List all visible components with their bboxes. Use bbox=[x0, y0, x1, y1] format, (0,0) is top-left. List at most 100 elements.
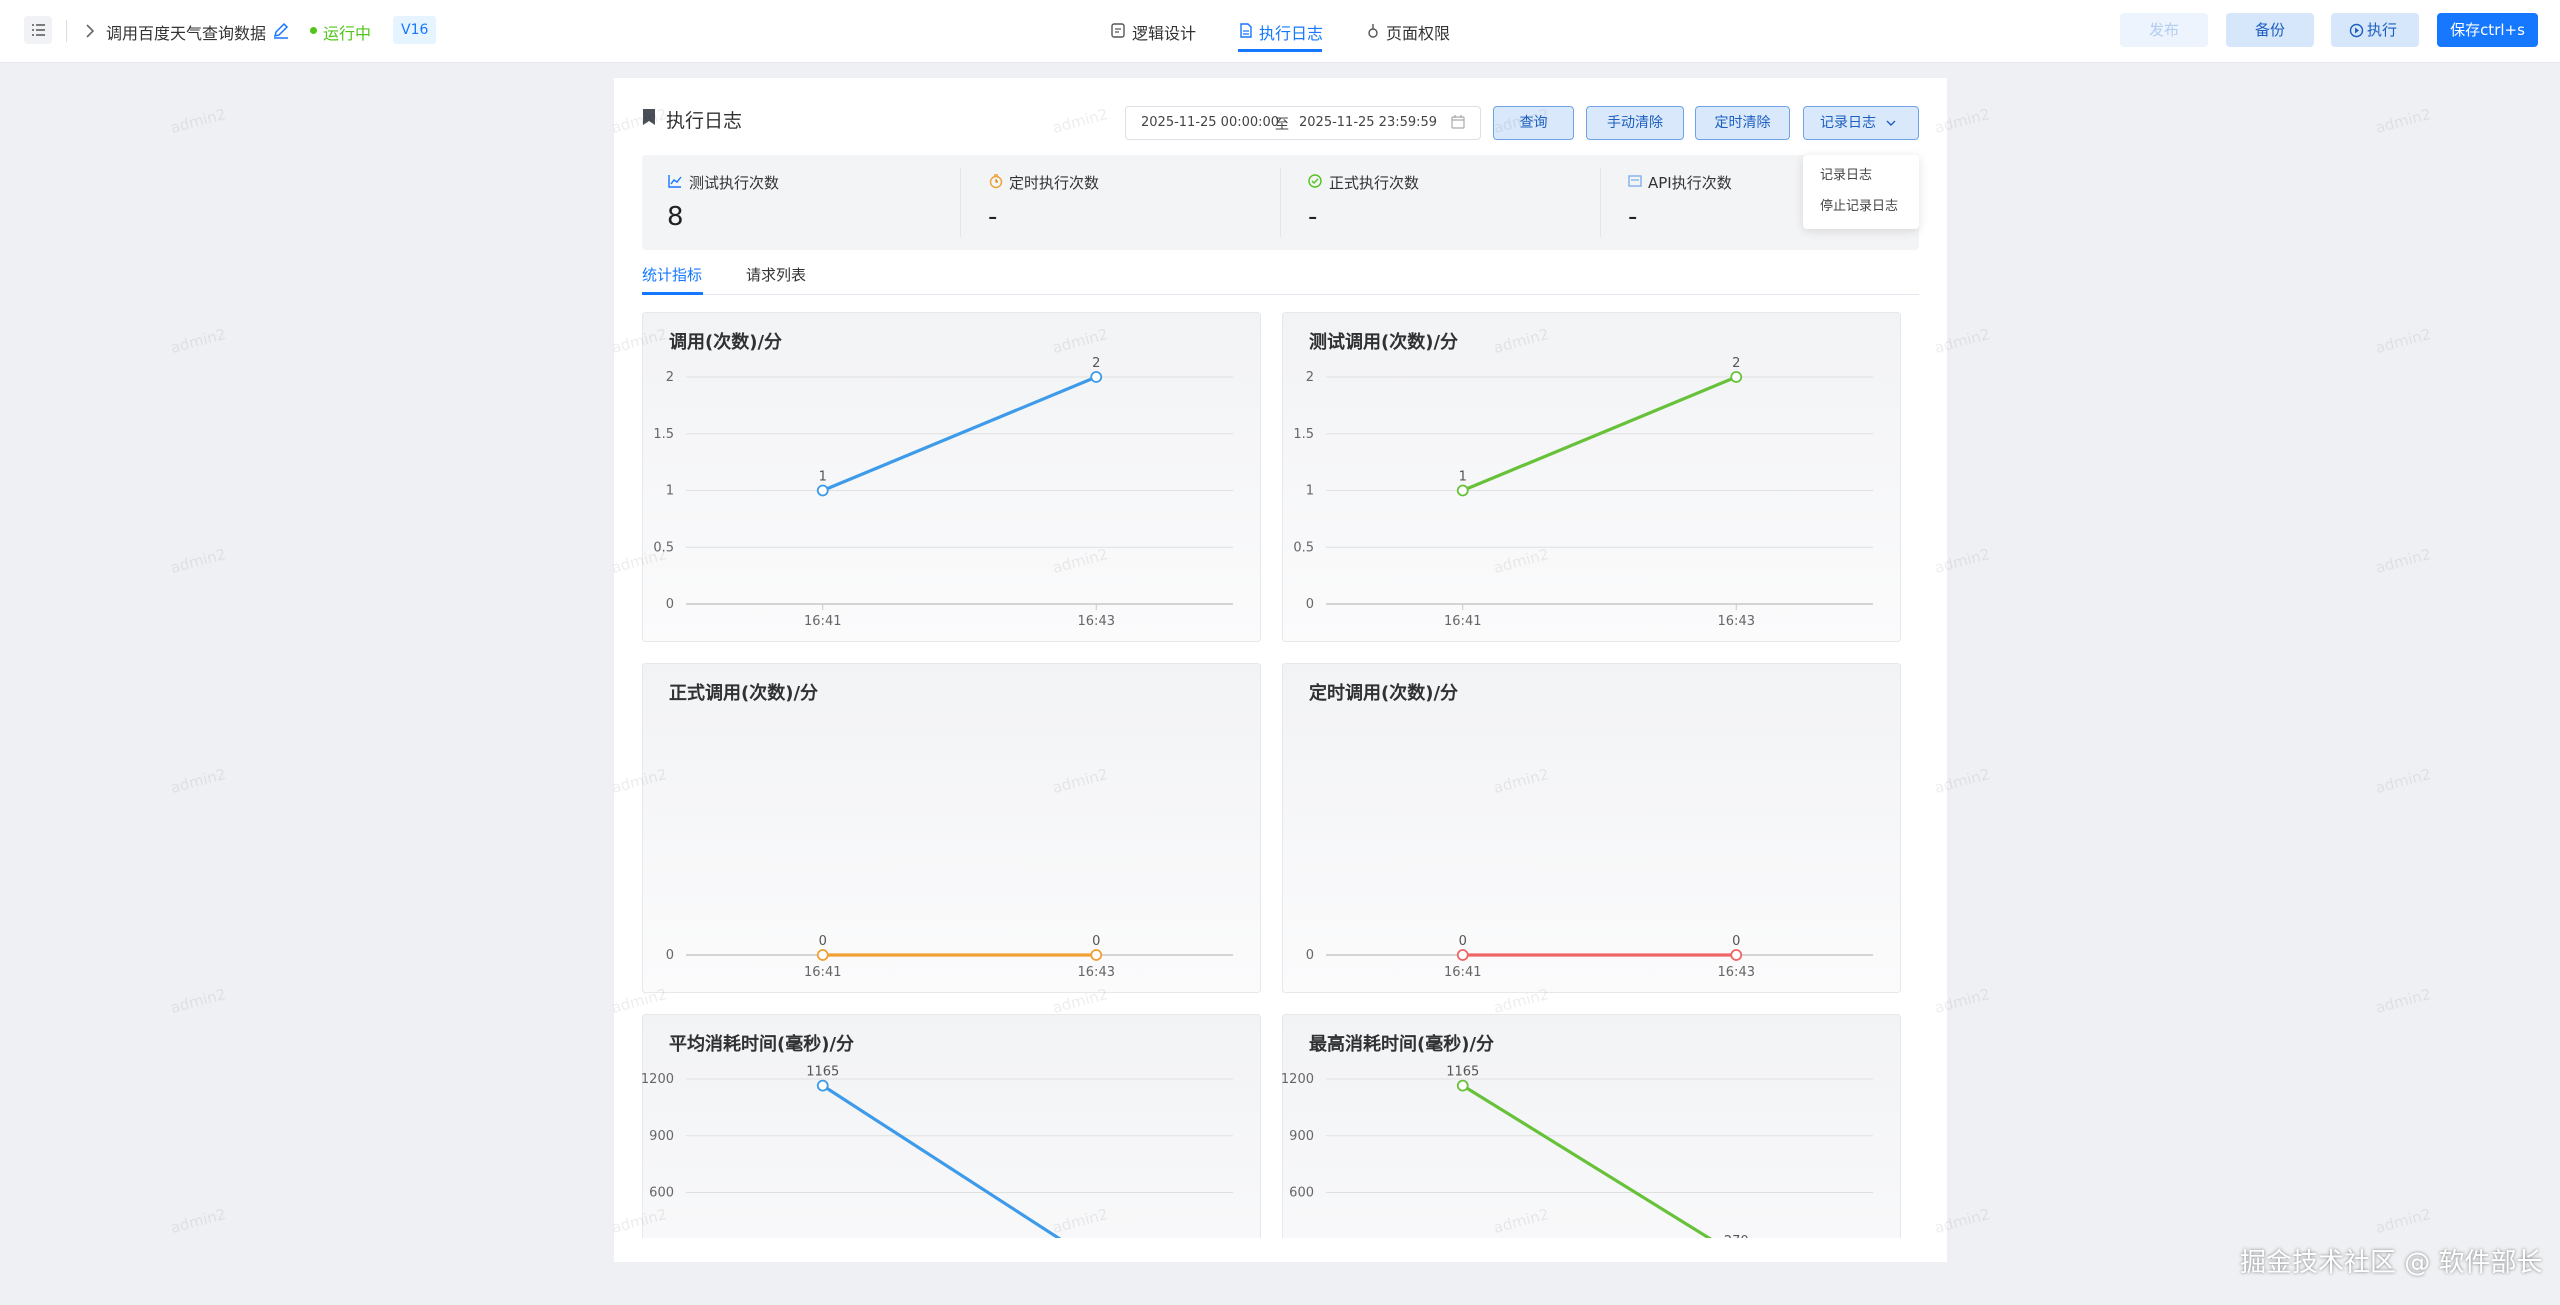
menu-icon bbox=[32, 24, 45, 36]
divider bbox=[960, 168, 961, 237]
divider bbox=[1600, 168, 1601, 237]
data-point bbox=[1730, 949, 1743, 961]
card-background bbox=[1282, 312, 1901, 642]
date-end[interactable]: 2025-11-25 23:59:59 bbox=[1299, 115, 1438, 130]
chart-title: 调用(次数)/分 bbox=[669, 331, 782, 353]
date-start[interactable]: 2025-11-25 00:00:00 bbox=[1141, 115, 1280, 130]
stat-value: 8 bbox=[667, 202, 684, 232]
y-tick-label: 0 bbox=[666, 948, 674, 963]
edit-icon[interactable] bbox=[272, 21, 290, 39]
tab-icon bbox=[1368, 24, 1378, 38]
y-tick-label: 1 bbox=[1306, 484, 1314, 499]
watermark: admin2 bbox=[2373, 104, 2433, 138]
y-tick-label: 2 bbox=[666, 370, 674, 385]
breadcrumb[interactable]: 调用百度天气查询数据 bbox=[106, 24, 267, 43]
x-tick-label: 16:43 bbox=[1078, 614, 1115, 629]
log-dropdown-button[interactable]: 记录日志 bbox=[1803, 106, 1919, 140]
chart-card: 正式调用(次数)/分 0 16:41 16:43 0 0 bbox=[642, 663, 1261, 993]
card-background bbox=[642, 1014, 1261, 1238]
tab-icon bbox=[1240, 23, 1252, 38]
x-tick-label: 16:41 bbox=[1444, 965, 1481, 980]
data-point bbox=[1090, 371, 1103, 383]
run-button[interactable]: 执行 bbox=[2331, 13, 2419, 47]
subtab[interactable]: 请求列表 bbox=[746, 266, 807, 284]
data-label: 1165 bbox=[806, 1065, 839, 1080]
query-button[interactable]: 查询 bbox=[1493, 106, 1574, 140]
menu-button[interactable] bbox=[24, 16, 52, 44]
line-series bbox=[1462, 375, 1737, 492]
data-point bbox=[816, 1079, 829, 1092]
y-tick-label: 0.5 bbox=[653, 540, 674, 555]
data-label: 2 bbox=[1092, 356, 1100, 371]
tab[interactable]: 页面权限 bbox=[1386, 24, 1451, 43]
y-tick-label: 1.5 bbox=[653, 427, 674, 442]
data-label: 270 bbox=[1724, 1234, 1749, 1238]
line-series bbox=[822, 375, 1097, 492]
chart-title: 最高消耗时间(毫秒)/分 bbox=[1309, 1033, 1494, 1055]
y-tick-label: 1.5 bbox=[1293, 427, 1314, 442]
data-point bbox=[1456, 484, 1469, 497]
y-tick-label: 900 bbox=[1289, 1129, 1314, 1144]
save-button[interactable]: 保存ctrl+s bbox=[2437, 13, 2538, 47]
x-tick-label: 16:43 bbox=[1718, 965, 1755, 980]
dropdown-item[interactable]: 停止记录日志 bbox=[1820, 199, 1899, 214]
subtab-active[interactable]: 统计指标 bbox=[642, 266, 703, 284]
data-label: 1165 bbox=[1446, 1065, 1479, 1080]
card-background bbox=[642, 663, 1261, 993]
schedule-clear-button[interactable]: 定时清除 bbox=[1695, 106, 1790, 140]
chart-card: 调用(次数)/分 0 0.5 1 1.5 2 16:41 16:43 1 2 bbox=[642, 312, 1261, 642]
chart-title: 定时调用(次数)/分 bbox=[1309, 682, 1458, 704]
y-tick-label: 1 bbox=[666, 484, 674, 499]
data-point bbox=[816, 949, 829, 961]
tab-active[interactable]: 执行日志 bbox=[1259, 24, 1324, 43]
tab[interactable]: 逻辑设计 bbox=[1132, 24, 1197, 43]
footer-watermark: 掘金技术社区 @ 软件部长 bbox=[2240, 1248, 2543, 1278]
y-tick-label: 2 bbox=[1306, 370, 1314, 385]
chart-title: 平均消耗时间(毫秒)/分 bbox=[669, 1033, 854, 1055]
data-label: 0 bbox=[1092, 934, 1100, 949]
backup-button[interactable]: 备份 bbox=[2226, 13, 2314, 47]
stat-icon bbox=[989, 174, 1003, 189]
y-tick-label: 0.5 bbox=[1293, 540, 1314, 555]
chart-area: 调用(次数)/分 0 0.5 1 1.5 2 16:41 16:43 1 2 测试调用(次数)/分 0… bbox=[0, 312, 2560, 1238]
tab-underline bbox=[1238, 49, 1322, 52]
y-tick-label: 600 bbox=[1289, 1186, 1314, 1201]
y-tick-label: 1200 bbox=[1282, 1072, 1314, 1087]
y-tick-label: 1200 bbox=[642, 1072, 674, 1087]
x-tick-label: 16:41 bbox=[804, 614, 841, 629]
watermark: admin2 bbox=[168, 104, 228, 138]
stat-label: 测试执行次数 bbox=[689, 174, 780, 192]
stat-icon bbox=[668, 175, 682, 188]
stat-icon bbox=[1628, 175, 1642, 187]
separator bbox=[66, 20, 67, 42]
data-label: 2 bbox=[1732, 356, 1740, 371]
calendar-icon bbox=[1451, 115, 1465, 129]
line-series bbox=[821, 1084, 1062, 1238]
divider bbox=[1280, 168, 1281, 237]
chart-card: 测试调用(次数)/分 0 0.5 1 1.5 2 16:41 16:43 1 2 bbox=[1282, 312, 1901, 642]
top-bar: 调用百度天气查询数据 运行中 V16 逻辑设计 执行日志 页面权限 发布 备份 … bbox=[0, 0, 2560, 63]
dropdown-item[interactable]: 记录日志 bbox=[1820, 168, 1873, 183]
card-background bbox=[642, 312, 1261, 642]
bookmark-icon bbox=[643, 109, 655, 125]
publish-button[interactable]: 发布 bbox=[2120, 13, 2208, 47]
clear-button[interactable]: 手动清除 bbox=[1586, 106, 1684, 140]
panel-title: 执行日志 bbox=[666, 110, 743, 132]
chart-card: 平均消耗时间(毫秒)/分0300600900120016:4116:431165… bbox=[642, 1014, 1261, 1238]
x-tick-label: 16:43 bbox=[1718, 614, 1755, 629]
chart-card: 定时调用(次数)/分 0 16:41 16:43 0 0 bbox=[1282, 663, 1901, 993]
date-range-picker[interactable] bbox=[1125, 106, 1481, 140]
data-label: 1 bbox=[819, 470, 827, 485]
stat-label: API执行次数 bbox=[1648, 174, 1732, 192]
stat-label: 正式执行次数 bbox=[1329, 174, 1420, 192]
card-background bbox=[1282, 663, 1901, 993]
chevron-down bbox=[1886, 120, 1896, 126]
line-series bbox=[1461, 1084, 1712, 1238]
status: 运行中 bbox=[323, 24, 372, 43]
y-tick-label: 900 bbox=[649, 1129, 674, 1144]
x-tick-label: 16:41 bbox=[1444, 614, 1481, 629]
subtab-underline bbox=[642, 292, 703, 295]
y-tick-label: 0 bbox=[1306, 597, 1314, 612]
status-dot bbox=[310, 27, 317, 34]
